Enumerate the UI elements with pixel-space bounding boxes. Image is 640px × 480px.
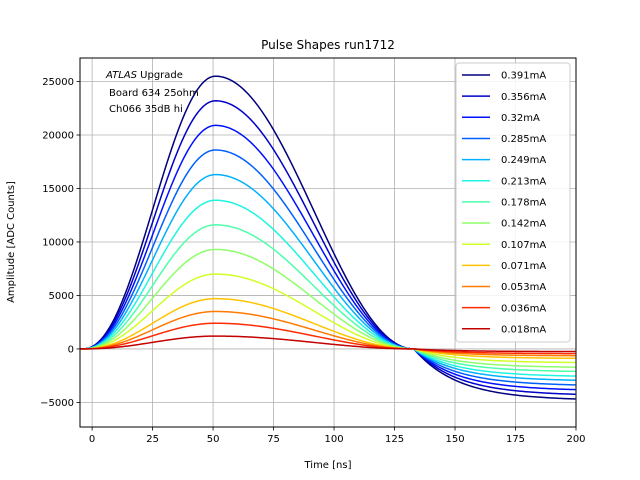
x-axis-label: Time [ns] [303, 460, 351, 471]
series-line [80, 124, 576, 391]
y-axis-label: Amplitude [ADC Counts] [6, 181, 17, 303]
y-tick-label: 25000 [42, 77, 74, 88]
x-tick-label: 0 [89, 434, 95, 445]
x-tick-label: 150 [445, 434, 464, 445]
y-axis-ticks: −5000 0 5000 10000 15000 20000 25000 [40, 77, 80, 409]
plot-area [80, 75, 576, 400]
y-tick-label: 0 [68, 344, 74, 355]
series-line [80, 224, 576, 373]
y-tick-label: 5000 [49, 291, 74, 302]
legend-label: 0.036mA [501, 303, 546, 314]
y-tick-label: 20000 [42, 131, 74, 142]
x-tick-label: 75 [267, 434, 280, 445]
legend-label: 0.071mA [501, 261, 546, 272]
legend: 0.391mA 0.356mA 0.32mA 0.285mA 0.249mA 0.213m… [455, 62, 571, 343]
series-line [80, 100, 576, 396]
legend-label: 0.178mA [501, 198, 546, 209]
series-line [80, 173, 576, 381]
x-axis-ticks: 0 25 50 75 100 125 150 175 200 [89, 427, 586, 445]
x-tick-label: 100 [325, 434, 344, 445]
series-line [80, 199, 576, 377]
axes-frame [79, 57, 577, 428]
series-line [80, 273, 576, 364]
chart-title: Pulse Shapes run1712 [261, 38, 395, 52]
legend-label: 0.142mA [501, 219, 546, 230]
y-tick-label: −5000 [40, 398, 74, 409]
y-tick-label: 10000 [42, 237, 74, 248]
annotation-box: ATLAS Upgrade Board 634 25ohm Ch066 35dB… [105, 70, 199, 115]
legend-label: 0.018mA [501, 324, 546, 335]
series-line [80, 75, 576, 400]
legend-frame [455, 62, 571, 343]
x-tick-label: 175 [506, 434, 525, 445]
series-line [80, 322, 576, 355]
y-tick-label: 15000 [42, 184, 74, 195]
series-line [80, 335, 576, 353]
annotation-line-2: Board 634 25ohm [109, 88, 199, 99]
annotation-line-3: Ch066 35dB hi [109, 104, 183, 115]
x-tick-label: 50 [207, 434, 220, 445]
annotation-upgrade: Upgrade [137, 70, 183, 81]
legend-label: 0.285mA [501, 134, 546, 145]
x-tick-label: 200 [566, 434, 585, 445]
series-lines [80, 75, 576, 400]
series-line [80, 310, 576, 357]
legend-label: 0.32mA [501, 113, 540, 124]
annotation-line-1: ATLAS Upgrade [105, 70, 183, 81]
series-line [80, 297, 576, 360]
x-tick-label: 125 [385, 434, 404, 445]
legend-label: 0.356mA [501, 92, 546, 103]
x-tick-label: 25 [146, 434, 159, 445]
legend-label: 0.107mA [501, 240, 546, 251]
annotation-atlas: ATLAS [105, 70, 138, 81]
legend-label: 0.213mA [501, 176, 546, 187]
series-line [80, 248, 576, 368]
series-line [80, 149, 576, 386]
legend-label: 0.391mA [501, 71, 546, 82]
legend-label: 0.053mA [501, 282, 546, 293]
legend-label: 0.249mA [501, 155, 546, 166]
